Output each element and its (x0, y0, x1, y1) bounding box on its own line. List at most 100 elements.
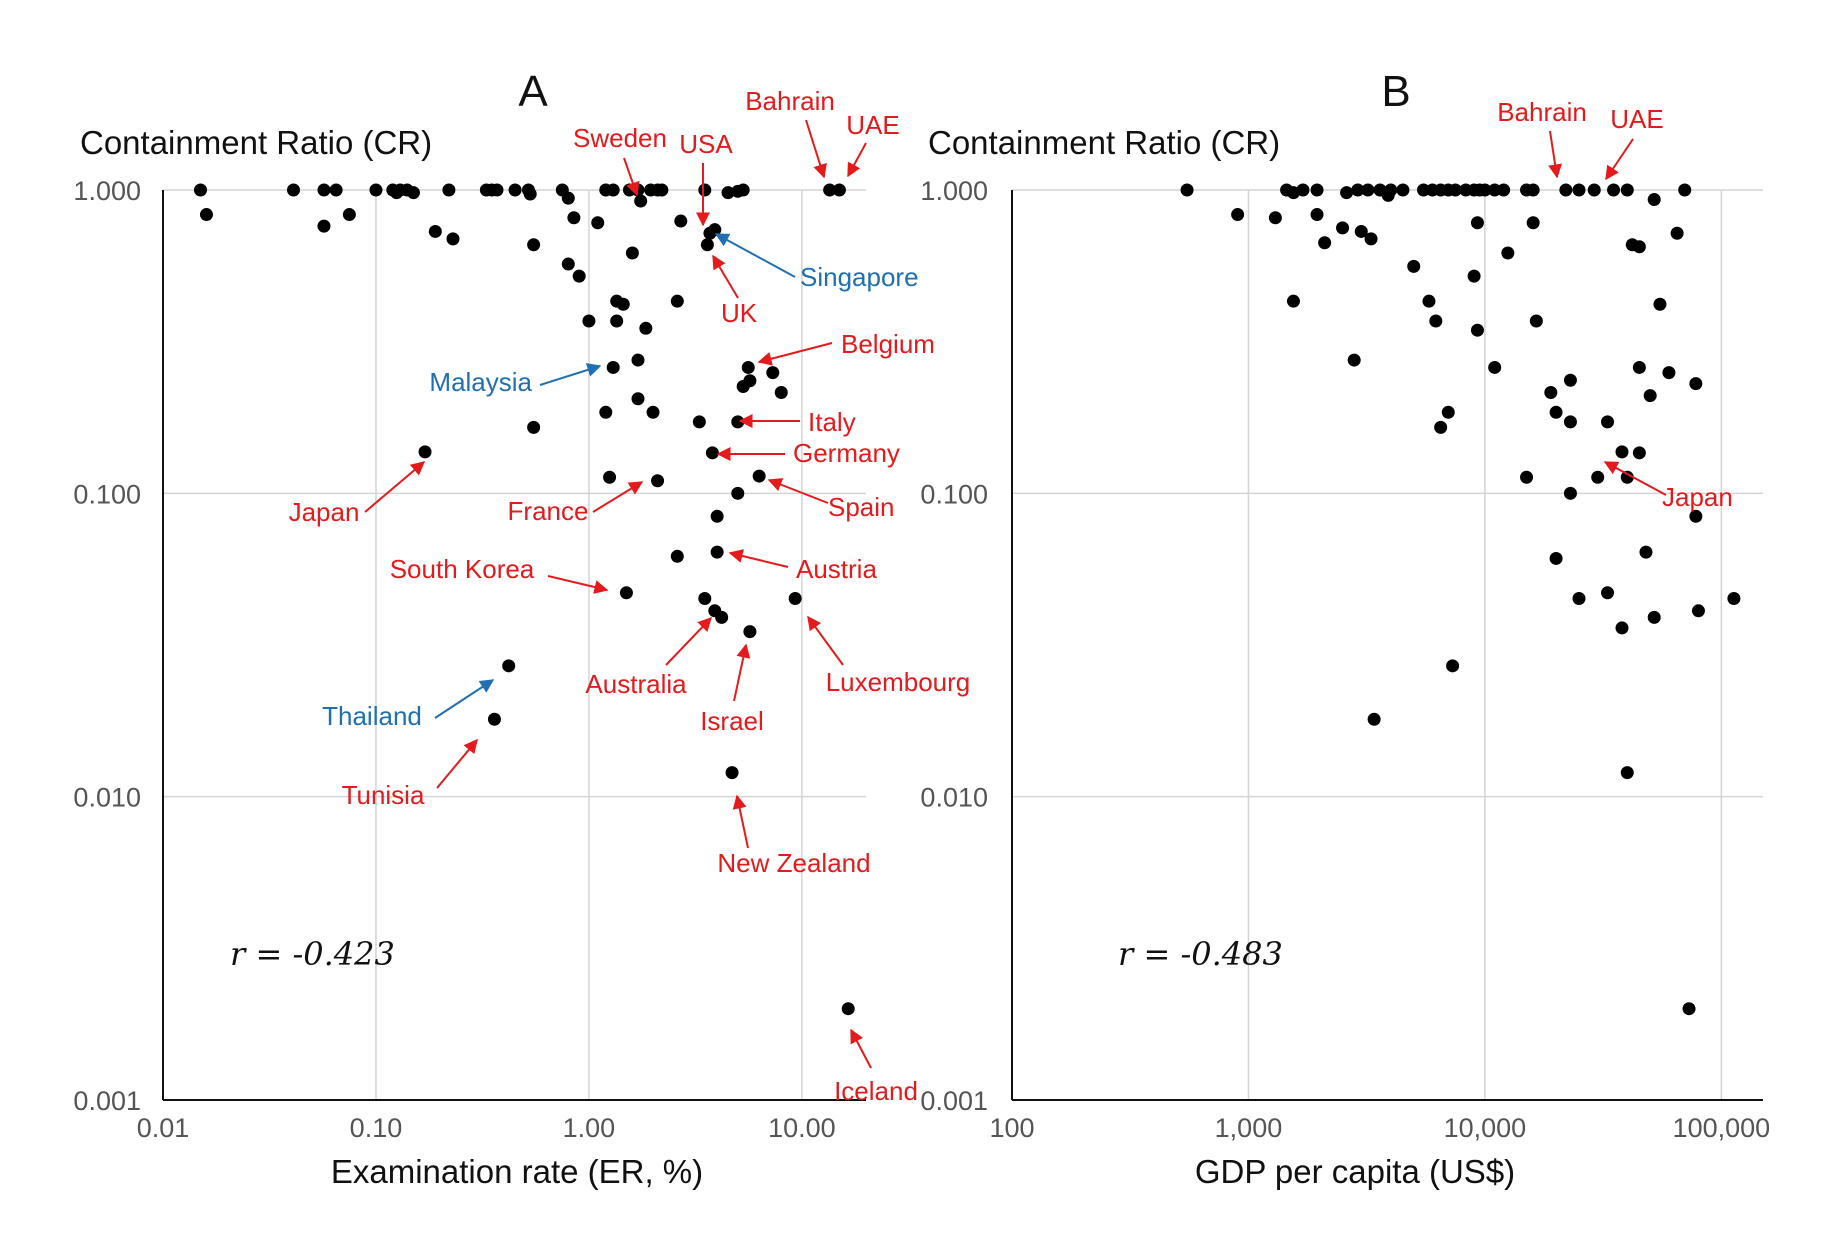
annotation-arrow (434, 679, 495, 719)
annotation-arrow (539, 363, 602, 386)
annotation-arrow (1548, 130, 1563, 179)
annotation-label: Austria (796, 554, 877, 584)
data-point (1620, 766, 1634, 780)
annotation-label: Tunisia (342, 780, 425, 810)
data-point (508, 183, 522, 197)
data-point (1643, 389, 1657, 403)
data-point (1364, 232, 1378, 246)
data-point (1647, 610, 1661, 624)
data-point (342, 208, 356, 222)
data-point (1615, 445, 1629, 459)
data-point (572, 269, 586, 283)
data-point (700, 238, 714, 252)
annotation-arrow (807, 615, 844, 666)
data-point (599, 405, 613, 419)
annotation-spain: Spain (767, 478, 895, 522)
data-point (1607, 183, 1621, 197)
data-point (1632, 240, 1646, 254)
annotation-arrow (592, 481, 644, 513)
data-point (1296, 183, 1310, 197)
annotation-label: South Korea (390, 554, 535, 584)
data-point (832, 183, 846, 197)
data-point (766, 366, 780, 380)
data-point (1601, 415, 1615, 429)
data-point (1544, 385, 1558, 399)
data-point (743, 625, 757, 639)
data-point (692, 415, 706, 429)
data-point (655, 183, 669, 197)
data-point (1446, 659, 1460, 673)
data-point (1336, 221, 1350, 235)
data-point (1347, 353, 1361, 367)
data-point (639, 321, 653, 335)
data-point (1354, 224, 1368, 238)
data-point (527, 238, 541, 252)
data-point (1620, 183, 1634, 197)
data-point (1563, 486, 1577, 500)
data-point (1310, 208, 1324, 222)
data-point (1587, 183, 1601, 197)
data-point (561, 191, 575, 205)
data-point (619, 586, 633, 600)
data-point (1501, 246, 1515, 260)
data-point (1467, 269, 1481, 283)
data-point (1407, 259, 1421, 273)
annotation-label: Japan (1662, 482, 1733, 512)
data-point (1549, 551, 1563, 565)
x-tick-label: 1.00 (563, 1113, 616, 1143)
y-tick-label: 0.100 (73, 479, 141, 509)
annotation-austria: Austria (728, 549, 877, 584)
data-point (698, 592, 712, 606)
data-point (1689, 377, 1703, 391)
data-point (287, 183, 301, 197)
data-point (1632, 446, 1646, 460)
data-point (625, 246, 639, 260)
data-point (736, 183, 750, 197)
data-point (705, 446, 719, 460)
data-point (1727, 592, 1741, 606)
data-point (1180, 183, 1194, 197)
annotation-uae-a: UAE (846, 110, 900, 178)
panel-a-grid (163, 189, 866, 1100)
annotation-label: Luxembourg (826, 667, 971, 697)
annotation-label: UK (721, 298, 758, 328)
data-point (708, 223, 722, 237)
data-point (670, 294, 684, 308)
panel-a-ylabel: Containment Ratio (CR) (80, 124, 432, 161)
y-tick-label: 0.100 (920, 479, 988, 509)
annotation-france: France (508, 481, 644, 526)
data-point (610, 314, 624, 328)
annotation-label: Belgium (841, 329, 935, 359)
data-point (199, 208, 213, 222)
annotation-arrow (850, 1028, 872, 1069)
annotation-arrow (767, 478, 829, 504)
data-point (442, 183, 456, 197)
data-point (715, 610, 729, 624)
annotation-arrow (757, 342, 833, 366)
data-point (710, 509, 724, 523)
data-point (1396, 183, 1410, 197)
data-point (582, 314, 596, 328)
x-tick-label: 0.10 (350, 1113, 403, 1143)
data-point (1572, 183, 1586, 197)
data-point (317, 219, 331, 233)
annotation-label: USA (679, 129, 733, 159)
annotation-label: Singapore (800, 262, 919, 292)
annotation-south-korea: South Korea (390, 554, 609, 594)
annotation-label: Israel (700, 706, 764, 736)
data-point (329, 183, 343, 197)
data-point (1682, 1002, 1696, 1016)
annotation-belgium: Belgium (757, 329, 935, 366)
data-point (1559, 183, 1573, 197)
panel-a-chart: A Containment Ratio (CR) Examination rat… (73, 67, 970, 1190)
annotation-label: UAE (846, 110, 899, 140)
data-point (1318, 236, 1332, 250)
data-point (631, 392, 645, 406)
data-point (731, 486, 745, 500)
data-point (502, 659, 516, 673)
data-point (418, 445, 432, 459)
annotation-germany: Germany (716, 438, 900, 468)
data-point (674, 214, 688, 228)
annotation-arrow (436, 738, 478, 789)
